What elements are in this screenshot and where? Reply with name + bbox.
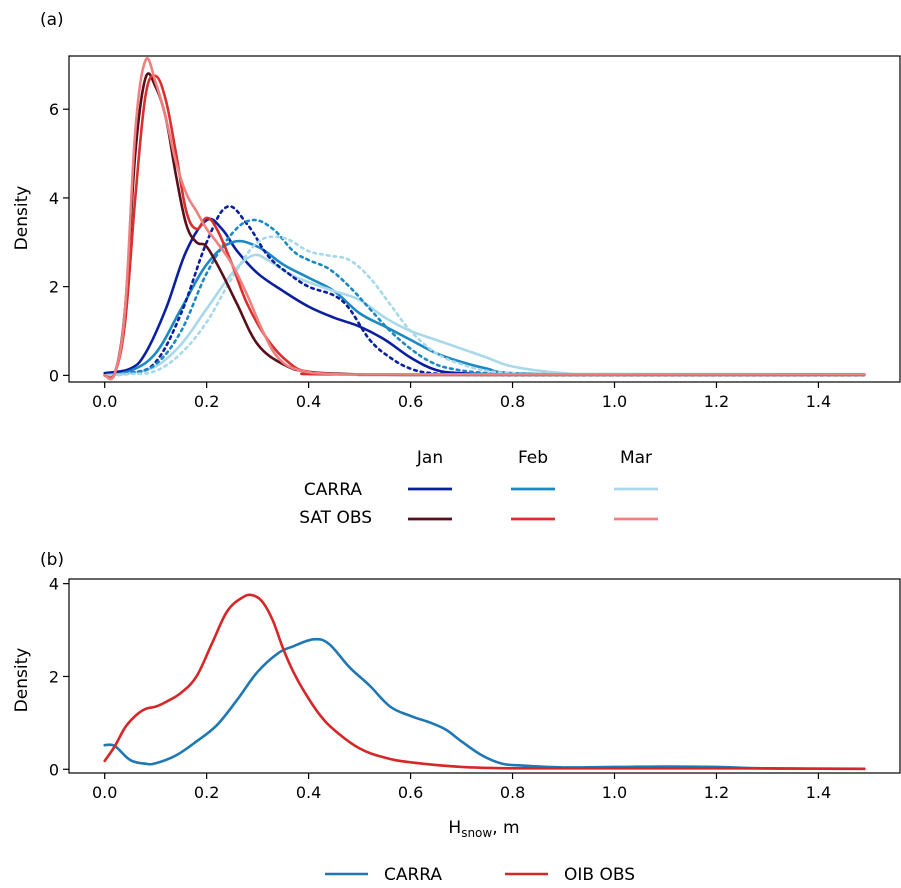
panel-b-xtick-label: 0.0 [92, 783, 117, 802]
panel-b-xlabel: Hsnow, m [448, 818, 519, 840]
legend-col-jan: Jan [416, 448, 443, 468]
legend-row-satobs: SAT OBS [299, 508, 372, 528]
panel-a: (a) Density 0.0 0.2 0.4 0.6 0.8 1.0 1.2 1.4 0 2 4 6 [12, 10, 901, 411]
panel-a-xtick-label: 1.0 [602, 392, 627, 411]
panel-a-xtick-label: 1.2 [704, 392, 729, 411]
panel-a-xtick-label: 0.8 [500, 392, 525, 411]
panel-a-ytick-label: 4 [49, 189, 59, 208]
panel-a-ytick-label: 0 [49, 366, 59, 385]
series-line-carra-mar-dotted [103, 235, 866, 377]
panel-b-xtick-label: 1.4 [806, 783, 831, 802]
panel-a-frame [68, 55, 901, 383]
series-line-oib-obs [103, 593, 866, 771]
panel-b-xtick-label: 0.2 [194, 783, 219, 802]
panel-a-xtick-label: 0.4 [296, 392, 321, 411]
legend-col-feb: Feb [518, 448, 548, 468]
panel-b-ytick-label: 0 [49, 760, 59, 779]
series-line-carra-feb-dotted [103, 218, 866, 377]
panel-b-label: (b) [40, 550, 64, 570]
panel-b-ticks: 0.0 0.2 0.4 0.6 0.8 1.0 1.2 1.4 0 2 4 [49, 575, 831, 802]
panel-a-curves [103, 57, 866, 381]
legend-row-carra: CARRA [304, 480, 362, 500]
series-line-sat-obs-feb [103, 74, 866, 380]
panel-a-ytick-label: 6 [49, 100, 59, 119]
xlabel-main: H [448, 818, 461, 838]
legend-col-mar: Mar [620, 448, 652, 468]
panel-a-label: (a) [40, 10, 64, 30]
panel-a-ytick-label: 2 [49, 278, 59, 297]
panel-b-curves [103, 593, 866, 771]
panel-b-xtick-label: 1.2 [704, 783, 729, 802]
panel-b-ytick-label: 2 [49, 667, 59, 686]
panel-b-ylabel: Density [12, 648, 32, 713]
series-line-carra-mar [103, 253, 866, 377]
panel-b-xtick-label: 0.4 [296, 783, 321, 802]
panel-b-xtick-label: 0.8 [500, 783, 525, 802]
panel-a-legend: Jan Feb Mar CARRA SAT OBS [299, 448, 658, 528]
panel-b-xtick-label: 1.0 [602, 783, 627, 802]
panel-a-ylabel: Density [12, 186, 32, 251]
panel-a-xtick-label: 0.6 [398, 392, 423, 411]
panel-b-xtick-label: 0.6 [398, 783, 423, 802]
panel-b-frame [68, 578, 901, 774]
legend-label-oib: OIB OBS [564, 865, 635, 885]
panel-b-ytick-label: 4 [49, 575, 59, 594]
panel-a-xtick-label: 0.2 [194, 392, 219, 411]
series-line-carra-jan [103, 217, 866, 376]
series-line-sat-obs-mar [103, 57, 866, 381]
panel-a-xtick-label: 0.0 [92, 392, 117, 411]
panel-a-ticks: 0.0 0.2 0.4 0.6 0.8 1.0 1.2 1.4 0 2 4 6 [49, 100, 831, 411]
series-line-carra-feb [103, 239, 866, 377]
legend-label-carra: CARRA [384, 865, 442, 885]
xlabel-sub: snow [461, 826, 492, 840]
panel-a-xtick-label: 1.4 [806, 392, 831, 411]
xlabel-suffix: , m [492, 818, 519, 838]
panel-b-legend: CARRA OIB OBS [325, 865, 635, 885]
series-line-carra [103, 637, 866, 771]
panel-b: (b) Density 0.0 0.2 0.4 0.6 0.8 1.0 1.2 1.4024 … [12, 550, 901, 840]
panel-a-legend-swatches [408, 487, 658, 521]
